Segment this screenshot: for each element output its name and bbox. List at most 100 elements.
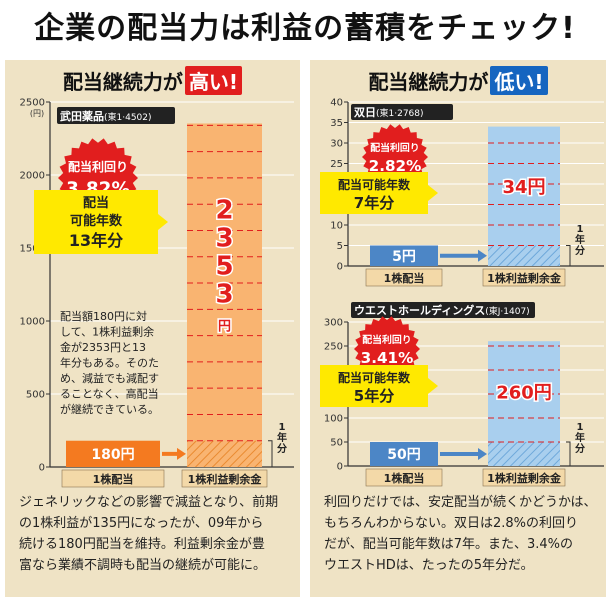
yield-badge-label: 配当利回り — [370, 141, 419, 154]
left-header-tag: 高い! — [184, 66, 243, 95]
company-name: 武田薬品(東1·4502) — [60, 109, 152, 123]
surplus-value-label: 260円 — [496, 383, 552, 404]
surplus-value-label: 34円 — [502, 177, 545, 198]
bar-surplus-one-year — [488, 442, 560, 466]
company-name: ウエストホールディングス(東J·1407) — [354, 303, 530, 317]
y-tick-label: 250 — [324, 342, 343, 353]
surplus-value-char: 5 — [215, 251, 233, 281]
y-tick-label: 5 — [337, 241, 343, 252]
years-callout — [34, 190, 158, 254]
y-tick-label: 40 — [330, 98, 343, 109]
one-year-label-char: 年 — [277, 431, 287, 444]
bar-surplus — [488, 126, 560, 266]
arrow-head — [478, 448, 487, 460]
y-tick-label: 1000 — [20, 317, 45, 328]
years-callout-pointer — [428, 185, 438, 201]
arrow-head — [177, 447, 186, 460]
y-tick-label: 2000 — [20, 171, 45, 182]
y-tick-label: 0 — [337, 462, 343, 473]
one-year-label-char: 1 — [279, 422, 286, 433]
y-unit-label: (円) — [30, 109, 44, 118]
y-tick-label: 35 — [330, 118, 343, 129]
surplus-value-char: 3 — [215, 279, 233, 309]
category-label-bg — [365, 468, 443, 487]
y-tick-label: 25 — [330, 159, 343, 170]
footnote-line: ウエストHDは、たったの5年分だ。 — [324, 558, 534, 573]
y-tick-label: 2500 — [20, 98, 45, 109]
left-footnote: ジェネリックなどの影響で減益となり、前期 の1株利益が135円になったが、09年… — [19, 492, 278, 576]
one-year-label-char: 分 — [575, 244, 585, 257]
annotation-line: 金が2353円と13 — [60, 340, 146, 354]
category-label-bg — [482, 268, 566, 287]
one-year-bracket — [268, 440, 273, 468]
category-label: 1株配当 — [93, 472, 134, 486]
left-panel-header: 配当継続力が 高い! — [5, 66, 300, 96]
bar-dividend — [66, 440, 160, 467]
company-name: 双日(東1·2768) — [354, 106, 424, 119]
y-tick-label: 500 — [26, 390, 45, 401]
one-year-label-char: 分 — [277, 442, 287, 455]
footnote-line: もちろんわからない。双日は2.8%の利回り — [324, 516, 579, 531]
y-tick-label: 100 — [324, 414, 343, 425]
one-year-label-char: 1 — [577, 422, 584, 433]
bar-surplus — [187, 123, 262, 467]
years-callout-value: 13年分 — [69, 231, 123, 250]
yield-badge-value: 2.82% — [369, 157, 422, 175]
left-header-prefix: 配当継続力が — [62, 70, 183, 94]
years-callout-pointer — [428, 378, 438, 394]
dividend-value-label: 180円 — [91, 447, 134, 463]
category-label-bg — [61, 469, 165, 488]
category-label-bg — [365, 268, 443, 287]
bar-dividend — [370, 442, 438, 466]
y-tick-label: 30 — [330, 139, 343, 150]
y-tick-label: 300 — [324, 318, 343, 329]
one-year-bracket — [566, 245, 571, 267]
surplus-value-char: 円 — [218, 319, 231, 334]
years-callout — [320, 365, 428, 407]
years-callout-label: 可能年数 — [70, 213, 123, 229]
right-panel-header: 配当継続力が 低い! — [310, 66, 606, 96]
years-callout-pointer — [158, 214, 168, 230]
dividend-value-label: 50円 — [387, 447, 420, 463]
company-label-bg — [57, 107, 175, 124]
footnote-line: の1株利益が135円になったが、09年から — [19, 516, 264, 531]
category-label: 1株利益剰余金 — [188, 472, 263, 486]
bar-surplus-one-year — [187, 440, 262, 467]
yield-badge-label: 配当利回り — [68, 159, 128, 174]
category-label: 1株利益剰余金 — [487, 271, 562, 285]
company-ticker: (東1·4502) — [104, 111, 152, 123]
company-ticker: (東J·1407) — [485, 305, 529, 317]
right-header-prefix: 配当継続力が — [368, 70, 489, 94]
y-tick-label: 10 — [330, 221, 343, 232]
page-title: 企業の配当力は利益の蓄積をチェック! — [34, 11, 576, 46]
surplus-value-char: 2 — [215, 195, 233, 225]
category-label: 1株配当 — [384, 271, 425, 285]
annotation-line: 配当額180円に対 — [60, 309, 147, 323]
years-callout-label: 配当可能年数 — [338, 177, 411, 192]
y-tick-label: 50 — [330, 438, 343, 449]
bar-dividend — [370, 245, 438, 266]
years-callout-value: 7年分 — [354, 194, 394, 212]
one-year-bracket — [566, 441, 571, 467]
category-label-bg — [181, 469, 268, 488]
one-year-label-char: 年 — [575, 431, 585, 444]
footnote-line: だが、配当可能年数は7年。また、3.4%の — [324, 537, 574, 552]
yield-badge-value: 3.41% — [361, 349, 414, 367]
arrow-head — [478, 249, 487, 262]
annotation-line: して、1株利益剰余 — [60, 325, 154, 339]
years-callout-label: 配当 — [83, 195, 109, 211]
right-header-tag: 低い! — [490, 66, 548, 95]
y-tick-label: 0 — [39, 463, 45, 474]
company-label-bg — [351, 302, 535, 318]
footnote-line: 利回りだけでは、安定配当が続くかどうかは、 — [324, 495, 597, 510]
category-label: 1株利益剰余金 — [487, 471, 562, 485]
annotation-line: 年分もある。そのた — [60, 356, 159, 370]
right-footnote: 利回りだけでは、安定配当が続くかどうかは、 もちろんわからない。双日は2.8%の… — [324, 492, 596, 576]
category-label-bg — [482, 468, 566, 487]
one-year-label-char: 分 — [575, 442, 585, 455]
company-label-bg — [351, 104, 453, 120]
dividend-value-label: 5円 — [392, 249, 416, 265]
y-tick-label: 1500 — [20, 244, 45, 255]
y-tick-label: 0 — [337, 262, 343, 273]
